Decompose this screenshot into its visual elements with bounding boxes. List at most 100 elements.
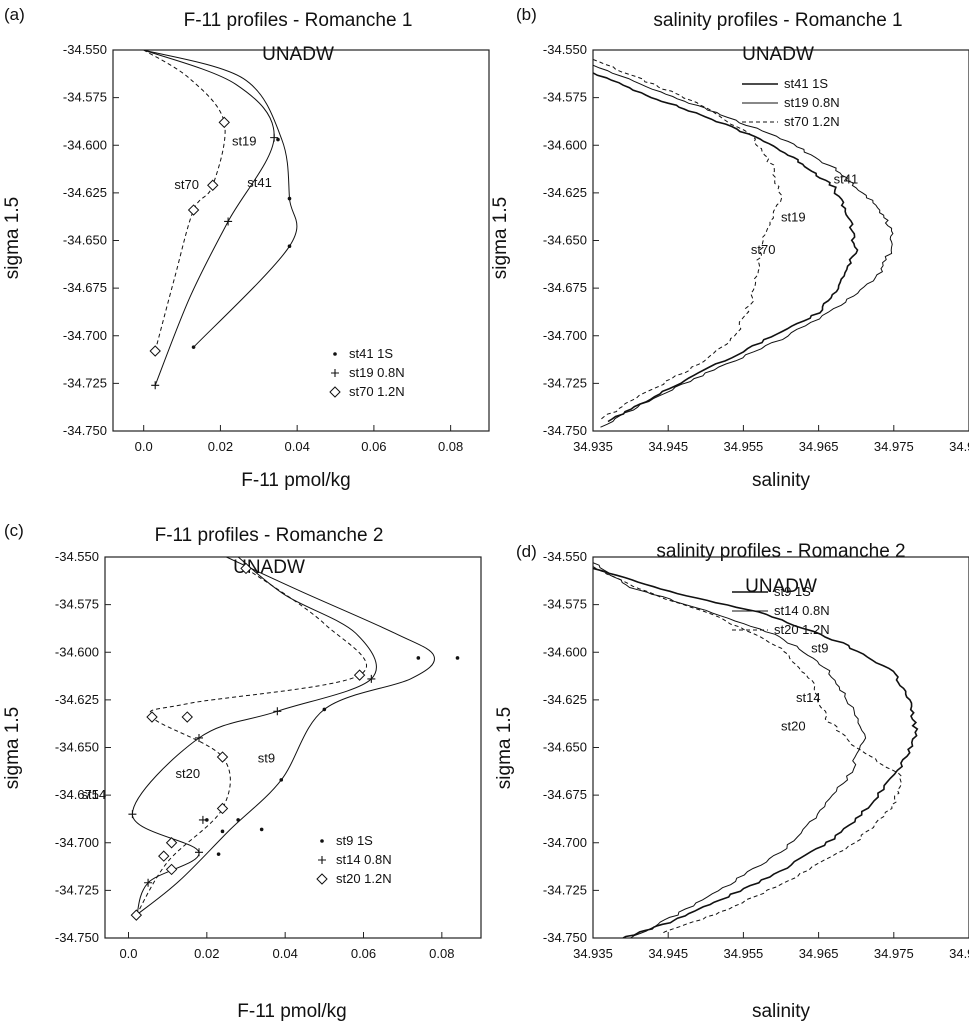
panel-b-annotations: st41 st19 st70 [751,171,858,256]
y-tick-label: -34.550 [63,42,107,57]
y-tick-label: -34.750 [63,423,107,438]
x-tick-label: 34.955 [724,946,764,961]
panel-c-legend: st9 1S st14 0.8N st20 1.2N [316,833,392,886]
panel-c: (c) F-11 profiles - Romanche 2 UNADW sig… [2,521,482,1022]
series-line-1 [143,50,275,386]
data-point-dot [191,345,196,349]
panel-c-yticks: -34.550 -34.575 -34.600 -34.625 -34.650 -34.6… [55,549,111,945]
data-point-diamond [165,863,178,876]
series-annotation: st9 [811,640,828,655]
data-point-dot [416,656,421,660]
data-point-plus [128,810,137,819]
data-point-diamond [218,116,230,129]
legend-entry: st14 0.8N [336,852,392,867]
x-tick-label: 34.945 [648,439,688,454]
y-tick-label: -34.675 [63,280,107,295]
y-tick-label: -34.650 [543,740,587,755]
y-tick-label: -34.575 [55,597,99,612]
panel-d-xticks: 34.935 34.945 34.955 34.965 34.975 34.985 [573,932,969,961]
legend-entry: st70 1.2N [349,384,405,399]
legend-marker [316,873,328,885]
panel-a-xticks: 0.0 0.02 0.04 0.06 0.08 [135,425,463,454]
data-point-plus [367,674,376,683]
data-point-diamond [216,802,229,815]
x-tick-label: 0.06 [351,946,376,961]
y-tick-label: -34.600 [543,137,587,152]
y-tick-label: -34.750 [543,930,587,945]
panel-a-letter: (a) [4,5,25,24]
y-tick-label: -34.625 [63,185,107,200]
y-tick-label: -34.550 [543,42,587,57]
legend-marker [318,856,326,864]
data-point-diamond [216,751,229,763]
panel-d-title: salinity profiles - Romanche 2 [656,541,905,562]
data-point-diamond [181,711,193,723]
series-annotation: st19 [232,133,257,148]
panel-b-title: salinity profiles - Romanche 1 [653,10,902,31]
legend-marker [329,386,341,398]
panel-b: (b) salinity profiles - Romanche 1 UNADW… [490,5,969,491]
data-point-plus [151,381,160,390]
x-tick-label: 34.975 [874,439,914,454]
y-tick-label: -34.550 [55,549,99,564]
legend-marker [333,352,337,356]
data-point-dot [322,707,327,712]
y-tick-label: -34.725 [63,375,107,390]
panel-a-xlabel: F-11 pmol/kg [241,470,350,491]
y-tick-label: -34.650 [63,233,107,248]
panel-b-letter: (b) [516,5,537,24]
data-point-dot [216,852,221,856]
data-point-diamond [158,850,170,862]
series-line-2 [143,50,226,352]
legend-entry: st41 1S [349,346,393,361]
panel-c-letter: (c) [4,521,24,540]
data-point-diamond [187,204,200,216]
y-tick-label: -34.550 [543,549,587,564]
panel-d-legend: st9 1S st14 0.8N st20 1.2N [732,584,830,637]
x-tick-label: 0.02 [208,439,233,454]
series-annotation: st14 [82,787,107,802]
panel-c-xlabel: F-11 pmol/kg [237,1001,346,1022]
data-point-dot [455,656,460,660]
y-tick-label: -34.575 [543,597,587,612]
legend-entry: st41 1S [784,76,828,91]
y-tick-label: -34.600 [55,644,99,659]
panel-a-ylabel: sigma 1.5 [2,197,23,279]
data-point-dot [259,827,264,832]
x-tick-label: 34.975 [874,946,914,961]
data-point-diamond [353,669,366,681]
y-tick-label: -34.675 [543,280,587,295]
series-line-1 [593,562,867,938]
panel-a-legend: st41 1S st19 0.8N st70 1.2N [329,346,405,399]
panel-a: (a) F-11 profiles - Romanche 1 UNADW sig… [2,5,490,491]
x-tick-label: 34.985 [949,946,969,961]
panel-c-frame [104,556,482,939]
panel-b-frame [592,49,969,432]
data-point-dot [276,137,280,142]
y-tick-label: -34.700 [55,835,99,850]
x-tick-label: 0.0 [135,439,153,454]
series-line-0 [593,567,919,938]
legend-entry: st19 0.8N [784,95,840,110]
panel-c-plot [128,557,460,921]
series-annotation: st9 [258,751,275,766]
y-tick-label: -34.650 [55,740,99,755]
panel-b-xlabel: salinity [752,470,811,491]
y-tick-label: -34.700 [63,328,107,343]
panel-a-frame [112,49,490,432]
panel-a-plot [143,50,298,390]
data-point-dot [236,818,240,822]
data-point-dot [287,244,292,249]
legend-entry: st9 1S [336,833,373,848]
panel-b-plot [593,59,894,428]
legend-entry: st19 0.8N [349,365,405,380]
x-tick-label: 0.0 [119,946,137,961]
series-annotation: st20 [176,766,201,781]
y-tick-label: -34.750 [55,930,99,945]
series-line-2 [135,567,367,916]
y-tick-label: -34.575 [543,90,587,105]
panel-d-yticks: -34.550 -34.575 -34.600 -34.625 -34.650 -34.6… [543,549,599,945]
panel-b-legend: st41 1S st19 0.8N st70 1.2N [742,76,840,129]
y-tick-label: -34.700 [543,835,587,850]
